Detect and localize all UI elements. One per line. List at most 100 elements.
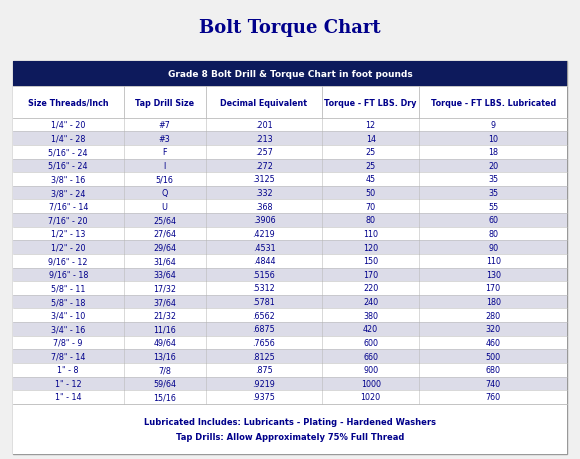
Text: Torque - FT LBS. Dry: Torque - FT LBS. Dry bbox=[324, 98, 417, 107]
Text: U: U bbox=[162, 202, 168, 211]
Text: .6875: .6875 bbox=[252, 325, 276, 334]
Text: 3/4" - 10: 3/4" - 10 bbox=[51, 311, 85, 320]
Text: Lubricated Includes: Lubricants - Plating - Hardened Washers: Lubricated Includes: Lubricants - Platin… bbox=[144, 417, 436, 426]
Bar bbox=[13, 241, 567, 254]
Text: .332: .332 bbox=[255, 189, 273, 198]
Text: Grade 8 Bolt Drill & Torque Chart in foot pounds: Grade 8 Bolt Drill & Torque Chart in foo… bbox=[168, 70, 412, 79]
Text: 220: 220 bbox=[363, 284, 378, 293]
Text: 60: 60 bbox=[488, 216, 498, 225]
Text: 14: 14 bbox=[365, 134, 376, 143]
Text: 5/8" - 11: 5/8" - 11 bbox=[51, 284, 85, 293]
Text: 9: 9 bbox=[491, 121, 496, 130]
Bar bbox=[13, 390, 567, 404]
Bar bbox=[13, 268, 567, 281]
Text: 170: 170 bbox=[485, 284, 501, 293]
Text: 11/16: 11/16 bbox=[153, 325, 176, 334]
Text: 17/32: 17/32 bbox=[153, 284, 176, 293]
Text: Decimal Equivalent: Decimal Equivalent bbox=[220, 98, 307, 107]
Text: 33/64: 33/64 bbox=[153, 270, 176, 279]
Text: .213: .213 bbox=[255, 134, 273, 143]
Text: 280: 280 bbox=[485, 311, 501, 320]
Text: 500: 500 bbox=[485, 352, 501, 361]
Text: 25: 25 bbox=[365, 148, 376, 157]
Bar bbox=[13, 281, 567, 295]
Text: 45: 45 bbox=[365, 175, 376, 184]
Text: 1020: 1020 bbox=[361, 392, 380, 402]
Text: Tap Drill Size: Tap Drill Size bbox=[135, 98, 194, 107]
Text: 5/16: 5/16 bbox=[156, 175, 173, 184]
Text: 12: 12 bbox=[365, 121, 376, 130]
Text: F: F bbox=[162, 148, 167, 157]
Text: .272: .272 bbox=[255, 162, 273, 170]
Bar bbox=[13, 159, 567, 173]
Text: 5/16" - 24: 5/16" - 24 bbox=[49, 148, 88, 157]
Bar bbox=[13, 87, 567, 118]
Text: 70: 70 bbox=[365, 202, 376, 211]
Text: 90: 90 bbox=[488, 243, 498, 252]
Text: Size Threads/Inch: Size Threads/Inch bbox=[28, 98, 108, 107]
Text: 27/64: 27/64 bbox=[153, 230, 176, 239]
Bar bbox=[13, 363, 567, 377]
Bar bbox=[13, 295, 567, 309]
Text: 110: 110 bbox=[363, 230, 378, 239]
Text: 25/64: 25/64 bbox=[153, 216, 176, 225]
Text: 7/8" - 9: 7/8" - 9 bbox=[53, 338, 83, 347]
Text: 80: 80 bbox=[365, 216, 376, 225]
Text: Torque - FT LBS. Lubricated: Torque - FT LBS. Lubricated bbox=[430, 98, 556, 107]
Bar bbox=[13, 186, 567, 200]
Text: 760: 760 bbox=[485, 392, 501, 402]
Text: 180: 180 bbox=[485, 297, 501, 307]
Text: 80: 80 bbox=[488, 230, 498, 239]
Bar bbox=[13, 132, 567, 146]
Bar bbox=[13, 213, 567, 227]
Text: .4531: .4531 bbox=[253, 243, 276, 252]
Text: 120: 120 bbox=[363, 243, 378, 252]
Text: 35: 35 bbox=[488, 175, 498, 184]
Text: .5312: .5312 bbox=[252, 284, 276, 293]
Text: .4844: .4844 bbox=[253, 257, 275, 266]
Text: 29/64: 29/64 bbox=[153, 243, 176, 252]
Text: 20: 20 bbox=[488, 162, 498, 170]
Text: 740: 740 bbox=[485, 379, 501, 388]
Bar bbox=[13, 404, 567, 454]
Text: 110: 110 bbox=[485, 257, 501, 266]
Text: 7/16" - 14: 7/16" - 14 bbox=[49, 202, 88, 211]
Text: 21/32: 21/32 bbox=[153, 311, 176, 320]
Text: Q: Q bbox=[161, 189, 168, 198]
Text: .201: .201 bbox=[255, 121, 273, 130]
Text: 1/2" - 20: 1/2" - 20 bbox=[51, 243, 85, 252]
Text: .7656: .7656 bbox=[252, 338, 276, 347]
Text: 240: 240 bbox=[363, 297, 378, 307]
Text: 900: 900 bbox=[363, 365, 378, 375]
Text: 1/4" - 28: 1/4" - 28 bbox=[51, 134, 85, 143]
Text: #3: #3 bbox=[159, 134, 171, 143]
Text: 3/8" - 24: 3/8" - 24 bbox=[51, 189, 85, 198]
Text: I: I bbox=[164, 162, 166, 170]
Text: 35: 35 bbox=[488, 189, 498, 198]
Bar bbox=[13, 118, 567, 132]
Text: 55: 55 bbox=[488, 202, 498, 211]
Bar bbox=[13, 322, 567, 336]
Text: 9/16" - 18: 9/16" - 18 bbox=[49, 270, 88, 279]
Text: 7/16" - 20: 7/16" - 20 bbox=[49, 216, 88, 225]
Text: .875: .875 bbox=[255, 365, 273, 375]
Text: 600: 600 bbox=[363, 338, 378, 347]
Text: 7/8" - 14: 7/8" - 14 bbox=[51, 352, 85, 361]
Bar bbox=[13, 350, 567, 363]
Text: .3125: .3125 bbox=[252, 175, 276, 184]
Text: .5781: .5781 bbox=[252, 297, 276, 307]
Text: 3/8" - 16: 3/8" - 16 bbox=[51, 175, 85, 184]
Text: Bolt Torque Chart: Bolt Torque Chart bbox=[199, 18, 381, 37]
Text: 660: 660 bbox=[363, 352, 378, 361]
Text: 5/16" - 24: 5/16" - 24 bbox=[49, 162, 88, 170]
Text: .368: .368 bbox=[255, 202, 273, 211]
Bar bbox=[13, 146, 567, 159]
Text: 49/64: 49/64 bbox=[153, 338, 176, 347]
Text: .8125: .8125 bbox=[252, 352, 276, 361]
Text: 9/16" - 12: 9/16" - 12 bbox=[49, 257, 88, 266]
Text: 15/16: 15/16 bbox=[153, 392, 176, 402]
Text: #7: #7 bbox=[159, 121, 171, 130]
Text: 13/16: 13/16 bbox=[153, 352, 176, 361]
Text: Tap Drills: Allow Approximately 75% Full Thread: Tap Drills: Allow Approximately 75% Full… bbox=[176, 432, 404, 441]
Text: .9375: .9375 bbox=[252, 392, 276, 402]
